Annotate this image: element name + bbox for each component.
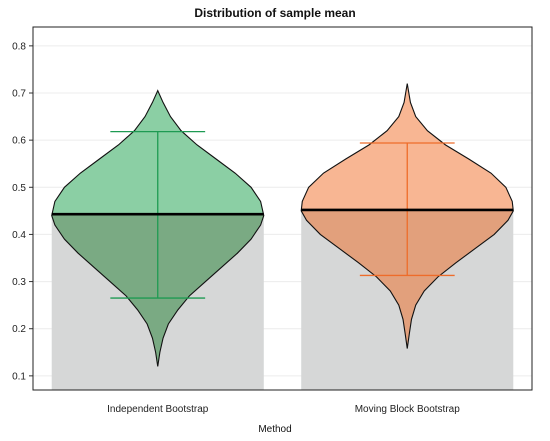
x-axis-label: Method — [258, 424, 292, 435]
chart-title: Distribution of sample mean — [194, 6, 356, 20]
violin-fill-lower — [301, 209, 514, 349]
y-tick-label: 0.8 — [12, 41, 26, 52]
y-tick-label: 0.5 — [12, 183, 26, 194]
violin-outline — [300, 83, 514, 349]
x-tick-label: Moving Block Bootstrap — [355, 404, 460, 415]
y-tick-label: 0.6 — [12, 136, 26, 147]
violin-outline — [51, 89, 265, 367]
y-tick-label: 0.2 — [12, 324, 26, 335]
plot-frame — [32, 26, 533, 391]
y-tick-label: 0.3 — [12, 277, 26, 288]
y-tick-label: 0.4 — [12, 230, 26, 241]
y-tick-label: 0.1 — [12, 371, 26, 382]
y-tick-label: 0.7 — [12, 89, 26, 100]
x-tick-label: Independent Bootstrap — [107, 404, 209, 415]
